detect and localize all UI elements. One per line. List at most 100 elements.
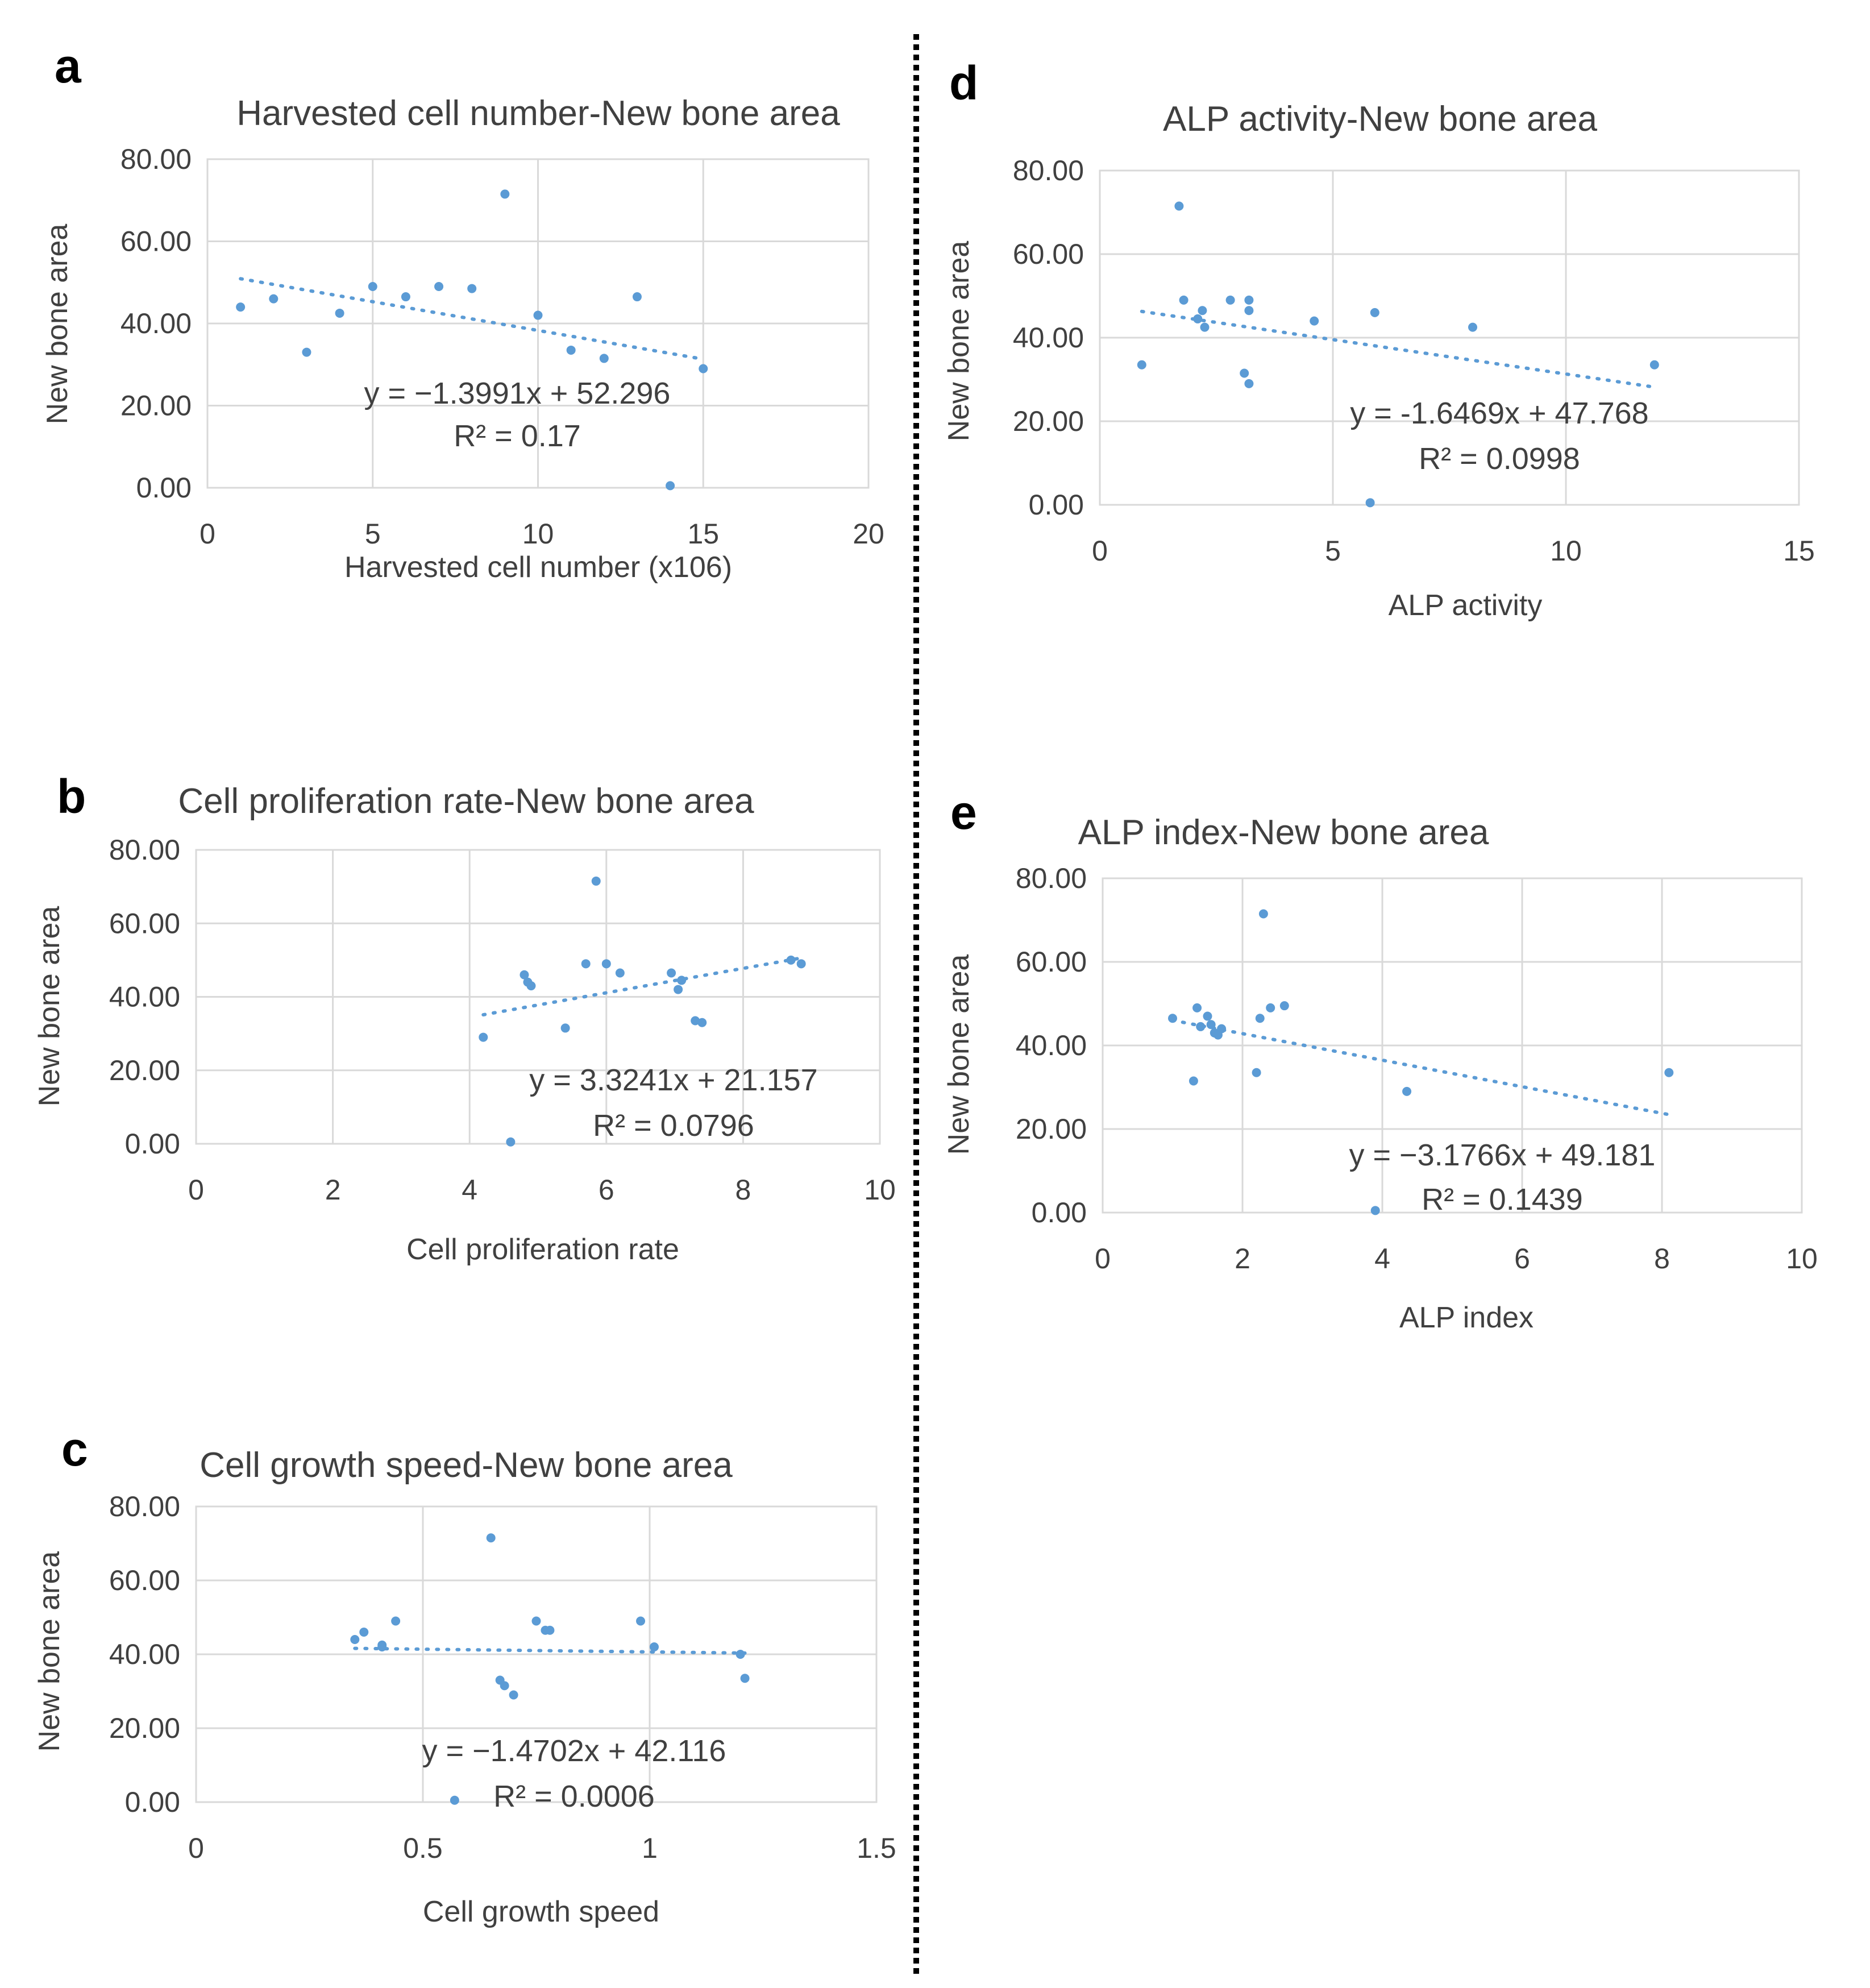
trendline (481, 956, 803, 1017)
y-tick-label: 40.00 (109, 981, 180, 1013)
x-tick-label: 20 (853, 518, 884, 550)
chart-panel-e: e ALP index-New bone area 0.00 20.00 40.00… (942, 786, 1818, 1334)
y-tick-label: 40.00 (1013, 322, 1084, 354)
chart-title: ALP index-New bone area (1078, 813, 1489, 852)
x-tick-label: 1.5 (857, 1832, 896, 1864)
data-point (1468, 322, 1477, 332)
x-tick-label: 0 (1095, 1243, 1111, 1275)
data-point (1240, 368, 1249, 378)
data-point (269, 294, 279, 304)
plot-area: 0.00 20.00 40.00 60.00 80.00 0 5 10 15 (1013, 155, 1815, 567)
y-tick-label: 80.00 (120, 143, 192, 175)
data-point (531, 1616, 541, 1626)
data-point (500, 1681, 509, 1691)
trendline (353, 1646, 747, 1655)
data-point (401, 292, 410, 302)
data-point (1225, 295, 1235, 305)
data-point (786, 955, 796, 965)
y-tick-label: 20.00 (1013, 405, 1084, 437)
data-point (377, 1642, 387, 1651)
data-point (500, 189, 510, 199)
data-point (1203, 1011, 1212, 1021)
y-axis-label: New bone area (942, 954, 975, 1155)
x-tick-label: 10 (864, 1174, 896, 1206)
data-point (1244, 379, 1254, 388)
data-point (796, 959, 806, 969)
x-tick-label: 5 (1325, 535, 1341, 567)
y-tick-label: 60.00 (120, 226, 192, 258)
data-point (1255, 1014, 1265, 1023)
data-point (1179, 295, 1189, 305)
data-point (1189, 1076, 1198, 1086)
data-point (1365, 498, 1375, 508)
x-tick-label: 8 (735, 1174, 751, 1206)
data-point (506, 1137, 516, 1147)
data-point (674, 985, 683, 994)
x-tick-label: 0.5 (403, 1832, 443, 1864)
data-point (1196, 1022, 1206, 1031)
data-point (1206, 1020, 1216, 1030)
data-point (1266, 1003, 1275, 1012)
plot-area: 0.00 20.00 40.00 60.00 80.00 0 5 10 15 20 (120, 143, 884, 550)
y-tick-label: 80.00 (109, 1491, 180, 1522)
x-tick-label: 5 (365, 518, 381, 550)
panel-letter: b (57, 770, 86, 823)
data-point (1137, 360, 1146, 370)
chart-title: Cell growth speed-New bone area (200, 1446, 733, 1485)
x-tick-label: 0 (1092, 535, 1108, 567)
x-tick-label: 1 (642, 1832, 658, 1864)
data-point (479, 1032, 488, 1042)
data-point (1244, 295, 1254, 305)
plot-frame (206, 158, 870, 489)
y-axis-label: New bone area (942, 241, 975, 442)
data-point (450, 1795, 459, 1805)
trendline-equation: y = −3.1766x + 49.181 (1349, 1138, 1656, 1172)
y-tick-label: 80.00 (1013, 155, 1084, 186)
data-point (1192, 1003, 1202, 1012)
trendline-equation: y = −1.3991x + 52.296 (364, 376, 671, 410)
data-point (236, 302, 246, 312)
y-tick-label: 20.00 (109, 1055, 180, 1086)
r-squared-label: R² = 0.0796 (593, 1109, 754, 1143)
data-point (740, 1674, 750, 1683)
r-squared-label: R² = 0.0998 (1419, 442, 1580, 476)
trendline (1140, 309, 1656, 389)
data-point (581, 959, 591, 969)
trendline (1171, 1018, 1671, 1117)
data-point (599, 354, 609, 363)
data-point (520, 970, 529, 980)
data-point (632, 292, 642, 302)
data-point (1244, 306, 1254, 316)
panel-letter: e (950, 786, 977, 839)
trendline (239, 277, 705, 361)
data-point (509, 1690, 518, 1700)
r-squared-label: R² = 0.1439 (1422, 1182, 1583, 1217)
trendline-equation: y = -1.6469x + 47.768 (1350, 396, 1648, 430)
data-point (697, 1018, 707, 1027)
data-point (545, 1625, 555, 1635)
x-tick-label: 15 (687, 518, 719, 550)
chart-panel-c: c Cell growth speed-New bone area 0.00 20… (33, 1422, 896, 1928)
data-point (1258, 909, 1268, 919)
data-point (566, 345, 576, 355)
plot-area: 0.00 20.00 40.00 60.00 80.00 0 2 4 6 8 10 (109, 834, 896, 1206)
data-point (1168, 1014, 1177, 1023)
data-point (1279, 1001, 1289, 1011)
data-point (359, 1628, 369, 1637)
data-point (677, 976, 687, 985)
chart-panel-d: d ALP activity-New bone area 0.00 20.00 40… (942, 56, 1815, 622)
data-point (735, 1650, 745, 1659)
y-tick-label: 0.00 (1032, 1197, 1087, 1229)
x-tick-label: 10 (1550, 535, 1582, 567)
data-point (691, 1016, 700, 1026)
x-axis-label: ALP index (1399, 1301, 1534, 1334)
x-tick-label: 2 (1235, 1243, 1250, 1275)
data-point (1370, 308, 1379, 317)
y-axis-label: New bone area (33, 1551, 66, 1752)
panel-letter: c (61, 1422, 88, 1476)
y-tick-label: 40.00 (120, 308, 192, 339)
x-axis-label: Cell proliferation rate (406, 1233, 679, 1266)
y-tick-label: 60.00 (1013, 238, 1084, 270)
x-tick-label: 6 (599, 1174, 614, 1206)
x-tick-label: 4 (1374, 1243, 1390, 1275)
